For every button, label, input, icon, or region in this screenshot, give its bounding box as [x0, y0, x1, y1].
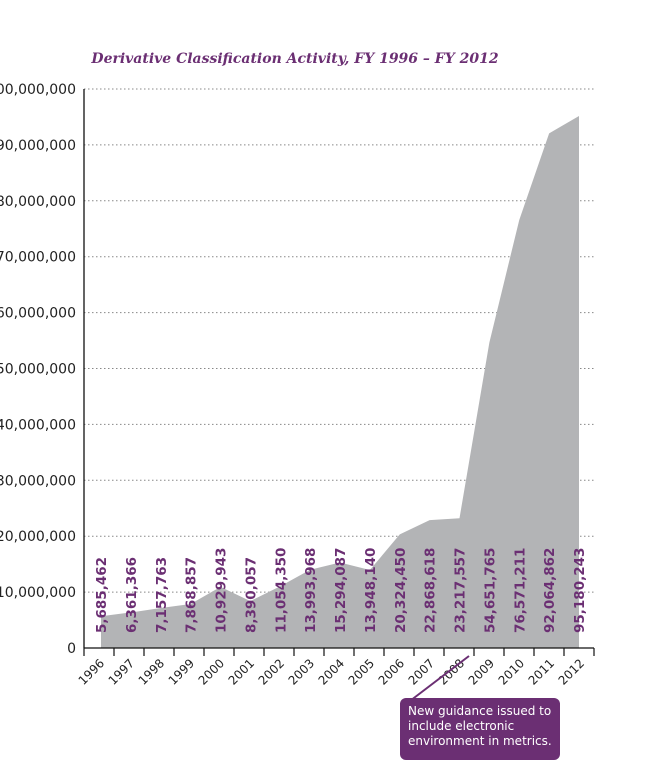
- y-tick-label: 80,000,000: [0, 194, 76, 210]
- x-tick-label: 2003: [286, 656, 317, 687]
- x-tick-label: 2002: [256, 656, 287, 687]
- data-label: 95,180,243: [572, 548, 588, 633]
- data-label: 13,948,140: [363, 548, 379, 633]
- data-label: 92,064,862: [542, 548, 558, 633]
- axes: [83, 89, 595, 656]
- x-tick-label: 2006: [376, 656, 407, 687]
- annotation-line-1: New guidance issued to: [408, 704, 552, 718]
- x-tick-label: 1999: [166, 656, 197, 687]
- x-tick-label: 2000: [196, 656, 227, 687]
- x-tick-label: 2005: [346, 656, 377, 687]
- y-tick-label: 30,000,000: [0, 473, 76, 489]
- data-label: 7,868,857: [184, 557, 200, 633]
- x-tick-label: 2009: [466, 656, 497, 687]
- x-tick-label: 2001: [226, 656, 257, 687]
- y-tick-label: 100,000,000: [0, 82, 76, 98]
- y-tick-label: 70,000,000: [0, 250, 76, 266]
- x-tick-label: 1997: [106, 656, 137, 687]
- chart-title: Derivative Classification Activity, FY 1…: [91, 51, 499, 67]
- y-tick-label: 90,000,000: [0, 138, 76, 154]
- x-tick-label: 2012: [556, 656, 587, 687]
- data-labels: 5,685,462 6,361,366 7,157,763 7,868,857 10,9…: [94, 548, 588, 633]
- annotation-line-2: include electronic: [408, 719, 515, 733]
- x-tick-label: 1998: [136, 656, 167, 687]
- x-tick-labels: 1996199719981999200020012002200320042005…: [76, 656, 587, 687]
- data-label: 5,685,462: [94, 557, 110, 633]
- x-tick-label: 2004: [316, 656, 347, 687]
- data-label: 23,217,557: [453, 548, 469, 633]
- area-fill: [101, 115, 579, 648]
- y-tick-label: 40,000,000: [0, 417, 76, 433]
- data-label: 13,993,968: [303, 548, 319, 633]
- x-tick-label: 2011: [526, 656, 557, 687]
- data-label: 11,054,350: [273, 548, 289, 633]
- y-tick-labels: 0 10,000,000 20,000,000 30,000,000 40,000,00…: [0, 82, 76, 657]
- data-label: 76,571,211: [512, 548, 528, 633]
- data-label: 15,294,087: [333, 548, 349, 633]
- annotation-pointer: [405, 655, 470, 705]
- data-label: 20,324,450: [393, 548, 409, 633]
- annotation-callout: New guidance issued to include electroni…: [400, 698, 560, 760]
- y-tick-label: 60,000,000: [0, 306, 76, 322]
- annotation-pointer-line: [405, 655, 470, 705]
- y-tick-label: 20,000,000: [0, 529, 76, 545]
- area-series: [101, 115, 579, 648]
- x-tick-label: 2010: [496, 656, 527, 687]
- data-label: 54,651,765: [482, 548, 498, 633]
- y-tick-label: 0: [67, 641, 76, 657]
- data-label: 22,868,618: [423, 548, 439, 633]
- y-tick-label: 10,000,000: [0, 585, 76, 601]
- annotation-line-3: environment in metrics.: [408, 734, 552, 748]
- y-tick-label: 50,000,000: [0, 362, 76, 378]
- data-label: 10,929,943: [214, 548, 230, 633]
- data-label: 7,157,763: [154, 557, 170, 633]
- data-label: 8,390,057: [243, 557, 259, 633]
- x-tick-label: 1996: [76, 656, 107, 687]
- data-label: 6,361,366: [124, 557, 140, 633]
